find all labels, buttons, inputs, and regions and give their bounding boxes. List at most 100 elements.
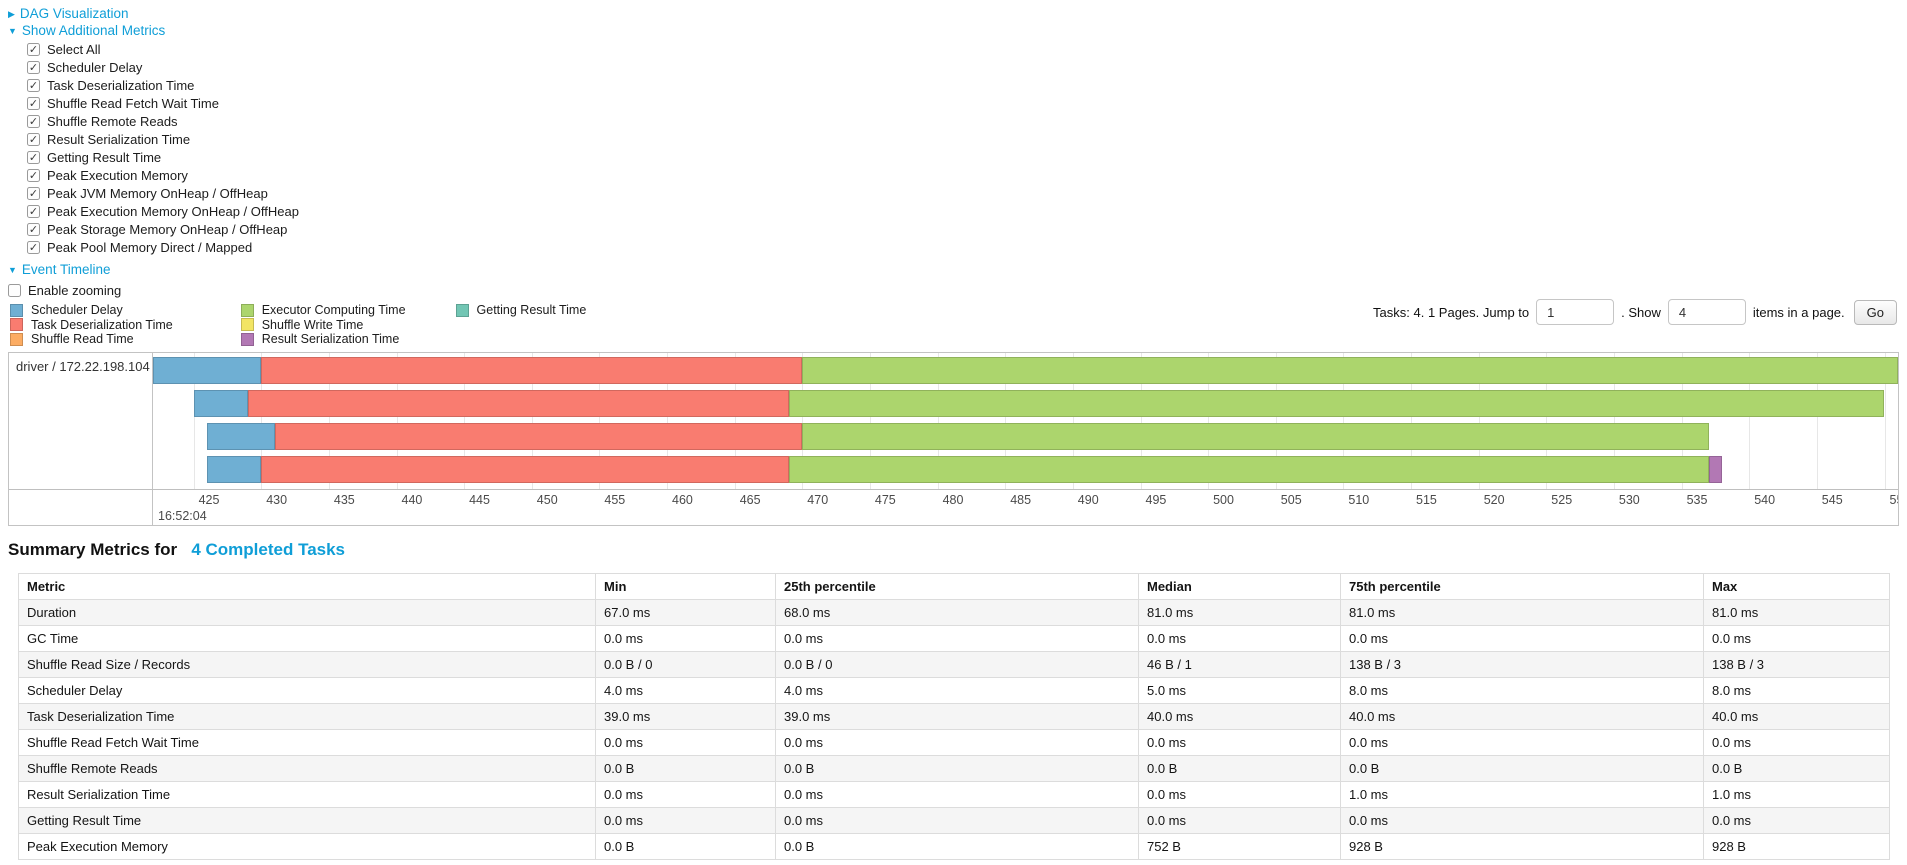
metric-checkbox[interactable]: ✓	[27, 168, 40, 182]
summary-cell: Duration	[18, 599, 596, 626]
metric-checkbox-item[interactable]: ✓ Select All	[27, 40, 100, 58]
metric-checkbox-item[interactable]: ✓ Result Serialization Time	[27, 130, 190, 148]
dag-visualization-toggle[interactable]: ▶ DAG Visualization	[8, 6, 128, 21]
enable-zooming-checkbox[interactable]	[8, 283, 21, 297]
summary-column-header: 25th percentile	[775, 573, 1139, 600]
timeline-gridline	[734, 353, 736, 489]
metric-checkbox[interactable]: ✓	[27, 222, 40, 236]
show-additional-metrics-toggle[interactable]: ▼ Show Additional Metrics	[8, 23, 165, 38]
enable-zooming-control[interactable]: Enable zooming	[8, 281, 121, 299]
timeline-gridline	[1275, 353, 1277, 489]
summary-cell: 46 B / 1	[1138, 651, 1341, 678]
metric-checkbox[interactable]: ✓	[27, 150, 40, 164]
metric-checkbox-item[interactable]: ✓ Shuffle Remote Reads	[27, 112, 178, 130]
legend-label: Scheduler Delay	[31, 303, 123, 318]
metric-checkbox[interactable]: ✓	[27, 114, 40, 128]
summary-cell: 0.0 B	[595, 755, 776, 782]
task-bar-segment[interactable]	[274, 423, 803, 450]
timeline-gridline	[328, 353, 330, 489]
legend-column: Getting Result Time	[455, 303, 586, 347]
go-button[interactable]: Go	[1853, 299, 1897, 325]
timeline-tick-label: 480	[942, 493, 964, 507]
metric-checkbox[interactable]: ✓	[27, 78, 40, 92]
event-timeline-toggle[interactable]: ▼ Event Timeline	[8, 262, 110, 277]
timeline-gridline	[1546, 353, 1548, 489]
items-per-page-input[interactable]	[1667, 299, 1746, 325]
timeline-tick-label: 460	[672, 493, 693, 507]
task-bar-segment[interactable]	[261, 456, 789, 483]
summary-row: Shuffle Read Fetch Wait Time 0.0 ms 0.0 ms…	[18, 729, 1890, 756]
summary-cell: 0.0 ms	[1138, 729, 1341, 756]
metric-checkbox-label: Peak JVM Memory OnHeap / OffHeap	[47, 185, 268, 201]
summary-cell: Task Deserialization Time	[18, 703, 596, 730]
legend-column: Scheduler Delay Task Deserialization Time…	[10, 303, 173, 347]
task-bar-segment[interactable]	[207, 456, 262, 483]
task-bar-segment[interactable]	[247, 390, 789, 417]
summary-cell: GC Time	[18, 625, 596, 652]
summary-cell: 1.0 ms	[1340, 781, 1704, 808]
summary-cell: 0.0 ms	[1340, 625, 1704, 652]
summary-cell: 0.0 ms	[595, 625, 776, 652]
timeline-legend: Scheduler Delay Task Deserialization Time…	[10, 303, 586, 347]
metric-checkbox-label: Scheduler Delay	[47, 59, 143, 75]
task-bar-segment[interactable]	[802, 357, 1898, 384]
task-bar-segment[interactable]	[207, 423, 275, 450]
timeline-gridline	[261, 353, 263, 489]
summary-column-header: Min	[595, 573, 776, 600]
chevron-down-icon: ▼	[8, 265, 17, 275]
timeline-tick-label: 475	[874, 493, 896, 507]
summary-metrics-title: Summary Metrics for 4 Completed Tasks	[8, 540, 345, 560]
jump-to-page-input[interactable]	[1536, 299, 1615, 325]
timeline-gridline	[667, 353, 668, 489]
dag-visualization-label: DAG Visualization	[19, 6, 129, 21]
summary-column-header: Median	[1138, 573, 1341, 600]
task-bar-segment[interactable]	[802, 423, 1709, 450]
summary-cell: 138 B / 3	[1340, 651, 1704, 678]
metric-checkbox-item[interactable]: ✓ Peak Storage Memory OnHeap / OffHeap	[27, 220, 287, 238]
summary-column-header: 75th percentile	[1340, 573, 1704, 600]
timeline-plot-area[interactable]: 425 430 435 440 445 450 455 460 465 470 475 480 485 4…	[153, 353, 1898, 525]
metric-checkbox[interactable]: ✓	[27, 186, 40, 200]
metric-checkbox[interactable]: ✓	[27, 204, 40, 218]
completed-tasks-link[interactable]: 4 Completed Tasks	[191, 540, 346, 559]
legend-column: Executor Computing Time Shuffle Write Tim…	[240, 303, 406, 347]
metric-checkbox-item[interactable]: ✓ Shuffle Read Fetch Wait Time	[27, 94, 219, 112]
timeline-tick-label: 430	[266, 493, 288, 507]
task-bar-segment[interactable]	[193, 390, 248, 417]
task-bar-segment[interactable]	[788, 390, 1885, 417]
task-bar-segment[interactable]	[788, 456, 1709, 483]
metric-checkbox-item[interactable]: ✓ Peak Execution Memory OnHeap / OffHeap	[27, 202, 299, 220]
timeline-tick-label: 490	[1077, 493, 1099, 507]
task-bar-segment[interactable]	[1708, 456, 1723, 483]
metric-checkbox-label: Peak Pool Memory Direct / Mapped	[47, 239, 253, 255]
metric-checkbox-item[interactable]: ✓ Peak Execution Memory	[27, 166, 188, 184]
summary-cell: Shuffle Remote Reads	[18, 755, 596, 782]
timeline-tick-label: 455	[604, 493, 626, 507]
legend-label: Shuffle Write Time	[261, 317, 364, 332]
metric-checkbox[interactable]: ✓	[27, 240, 40, 254]
legend-label: Result Serialization Time	[261, 332, 400, 347]
task-pagination: Tasks: 4. 1 Pages. Jump to . Show items …	[1373, 296, 1897, 328]
summary-cell: 0.0 ms	[775, 729, 1139, 756]
metric-checkbox-item[interactable]: ✓ Task Deserialization Time	[27, 76, 194, 94]
task-bar-segment[interactable]	[153, 357, 262, 384]
timeline-tick-label: 545	[1821, 493, 1843, 507]
metric-checkbox[interactable]: ✓	[27, 132, 40, 146]
task-bar-segment[interactable]	[261, 357, 803, 384]
summary-cell: 0.0 ms	[1703, 729, 1890, 756]
metric-checkbox-item[interactable]: ✓ Peak Pool Memory Direct / Mapped	[27, 238, 252, 256]
timeline-tick-label: 540	[1754, 493, 1776, 507]
metric-checkbox[interactable]: ✓	[27, 96, 40, 110]
metric-checkbox-item[interactable]: ✓ Getting Result Time	[27, 148, 161, 166]
metric-checkbox-item[interactable]: ✓ Peak JVM Memory OnHeap / OffHeap	[27, 184, 268, 202]
metric-checkbox[interactable]: ✓	[27, 60, 40, 74]
summary-column-header: Max	[1703, 573, 1890, 600]
summary-cell: 81.0 ms	[1340, 599, 1704, 626]
legend-swatch	[240, 303, 254, 317]
metric-checkbox[interactable]: ✓	[27, 42, 40, 56]
summary-cell: 752 B	[1138, 833, 1341, 860]
summary-metrics-table: Metric Min 25th percentile Median 75th perce…	[18, 573, 1890, 860]
metric-checkbox-item[interactable]: ✓ Scheduler Delay	[27, 58, 142, 76]
summary-row: Duration 67.0 ms 68.0 ms 81.0 ms 81.0 ms 81.0…	[18, 599, 1890, 626]
timeline-gridline	[464, 353, 466, 489]
